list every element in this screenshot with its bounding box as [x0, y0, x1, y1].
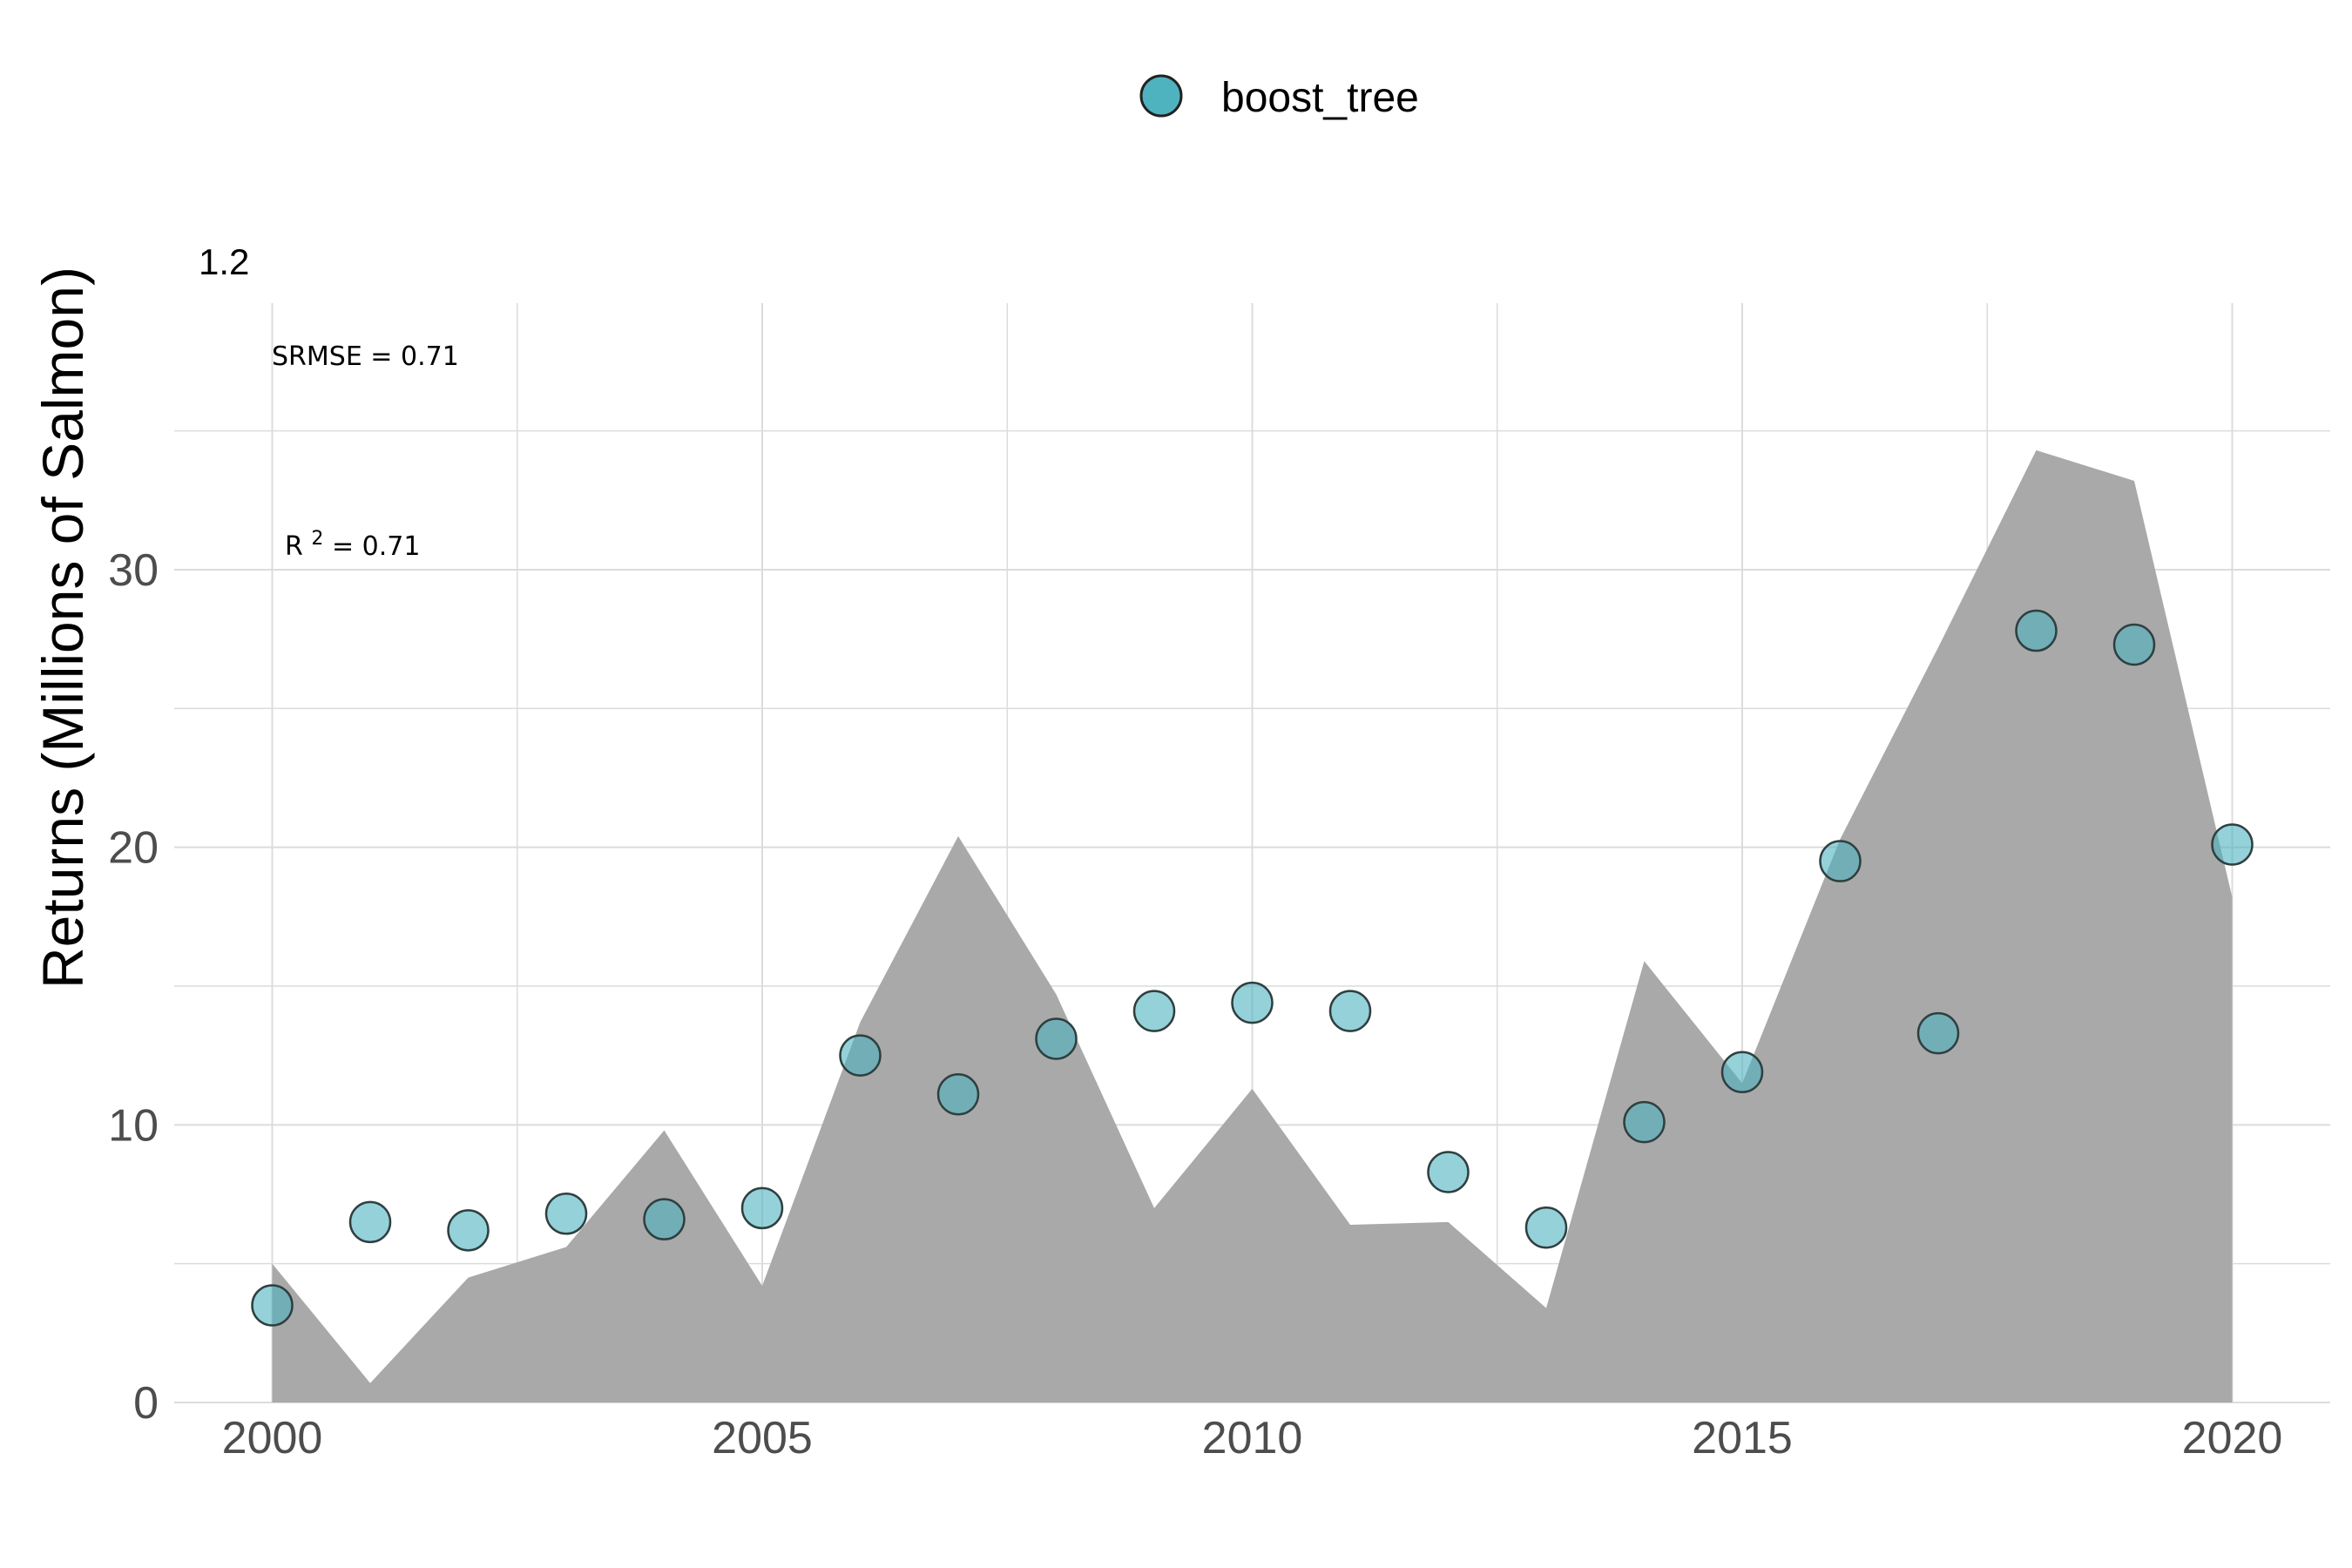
- y-tick-label: 30: [108, 545, 159, 596]
- data-point: [1819, 840, 1862, 882]
- data-point: [936, 1073, 980, 1116]
- r-squared-prefix: R: [285, 531, 303, 562]
- x-tick-label: 2005: [712, 1413, 813, 1463]
- x-tick-label: 2020: [2182, 1413, 2283, 1463]
- y-tick-label: 20: [108, 823, 159, 874]
- data-point: [1524, 1206, 1568, 1249]
- data-point: [1328, 990, 1372, 1032]
- data-point: [839, 1034, 882, 1077]
- points-layer: [251, 609, 2254, 1327]
- data-point: [447, 1209, 490, 1252]
- x-tick-label: 2010: [1202, 1413, 1303, 1463]
- data-point: [2211, 823, 2254, 866]
- legend-label-boost-tree: boost_tree: [1221, 75, 1419, 121]
- observed-returns-area: [272, 449, 2233, 1402]
- x-axis-ticks: 2000 2005 2010 2015 2020: [222, 1413, 2283, 1463]
- corner-label: 1.2: [199, 241, 249, 282]
- data-point: [1132, 990, 1176, 1032]
- data-point: [1035, 1017, 1078, 1060]
- data-point: [1231, 981, 1274, 1024]
- srmse-annotation: SRMSE = 0.71: [272, 341, 459, 372]
- y-tick-label: 0: [133, 1378, 159, 1429]
- r-squared-suffix: = 0.71: [332, 531, 420, 562]
- data-point: [544, 1193, 588, 1235]
- data-point: [740, 1186, 784, 1230]
- grid-lines: [174, 303, 2330, 1403]
- data-point: [2015, 609, 2058, 652]
- data-point: [1916, 1011, 1960, 1055]
- data-point: [348, 1200, 392, 1244]
- y-axis-ticks: 0 10 20 30: [108, 545, 159, 1429]
- r-squared-superscript: 2: [311, 528, 323, 550]
- data-point: [2112, 623, 2156, 666]
- data-point: [1720, 1051, 1764, 1094]
- y-axis-title: Returns (Millions of Salmon): [30, 267, 95, 989]
- data-point: [1427, 1151, 1470, 1193]
- r-squared-annotation: R 2 = 0.71: [285, 521, 420, 562]
- x-tick-label: 2000: [222, 1413, 323, 1463]
- data-point: [643, 1198, 686, 1240]
- data-point: [1623, 1100, 1666, 1144]
- legend: boost_tree: [1139, 74, 1419, 121]
- observed-area-layer: [272, 449, 2233, 1402]
- data-point: [251, 1284, 294, 1327]
- legend-key-boost-tree: [1139, 74, 1183, 118]
- x-tick-label: 2015: [1692, 1413, 1793, 1463]
- y-tick-label: 10: [108, 1100, 159, 1151]
